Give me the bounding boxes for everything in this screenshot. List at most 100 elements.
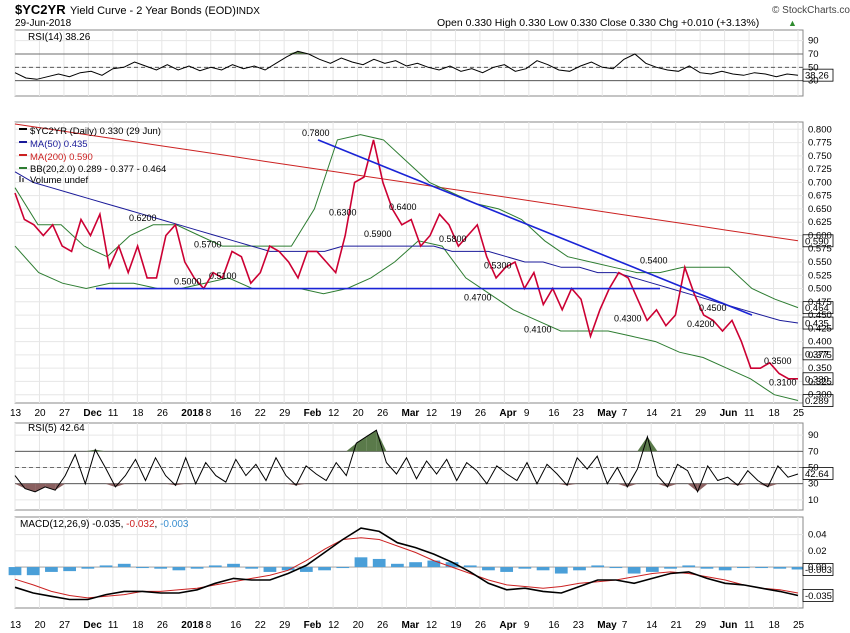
macd-x-tick-label: 7	[622, 620, 628, 631]
macd-histogram-bar	[554, 567, 568, 574]
bb-lower-line	[14, 240, 799, 401]
price-legend: $YC2YR (Daily) 0.330 (29 Jun) MA(50) 0.4…	[19, 126, 166, 186]
price-x-tick-label: 18	[132, 408, 144, 419]
price-tick-label: 0.400	[808, 337, 832, 348]
price-annotation: 0.5100	[209, 271, 237, 281]
copyright: © StockCharts.com	[772, 5, 850, 16]
macd-x-tick-label: 11	[108, 620, 119, 631]
legend-swatch-bb	[19, 167, 27, 169]
price-x-tick-label: Feb	[304, 408, 322, 419]
price-x-tick-label: Apr	[499, 408, 516, 419]
macd-tick-label: 0.02	[808, 546, 827, 557]
macd-histogram-bar	[45, 567, 58, 572]
macd-histogram-bar	[172, 567, 186, 571]
macd-value-tag-box	[802, 589, 834, 602]
price-x-tick-label: 26	[377, 408, 389, 419]
rsi-oversold-fill	[175, 483, 186, 486]
macd-x-tick-label: 21	[671, 620, 683, 631]
symbol: $YC2YR	[15, 2, 66, 17]
macd-x-tick-label: 20	[353, 620, 365, 631]
rsi-oversold-fill	[757, 483, 768, 487]
rsi-oversold-fill	[617, 483, 628, 487]
macd-histogram-bar	[354, 557, 368, 568]
price-annotation: 0.6400	[389, 202, 417, 212]
price-x-tick-label: 26	[157, 408, 169, 419]
macd-tick-label: 0.04	[808, 530, 827, 541]
macd-value-tag: -0.003	[805, 565, 832, 576]
price-annotation: 0.5400	[640, 255, 668, 265]
rsi14-tick-label: 50	[808, 62, 819, 73]
macd-histogram-bar	[409, 562, 422, 568]
rsi14-plot: 38.26	[14, 50, 834, 82]
macd-histogram-bar	[81, 567, 95, 569]
macd-x-tick-label: Apr	[499, 620, 516, 631]
price-value-tag-box	[802, 301, 834, 315]
ma200-line	[14, 123, 799, 242]
rsi-oversold-fill	[296, 483, 307, 486]
price-value-tag: 0.330	[805, 374, 829, 385]
macd-x-tick-label: 13	[10, 620, 22, 631]
rsi5-plot: 42.64	[14, 429, 834, 494]
rsi14-line	[14, 50, 799, 80]
rsi5-line	[14, 429, 799, 494]
rsi-oversold-fill	[567, 483, 578, 486]
price-x-tick-label: 25	[793, 408, 805, 419]
macd-histogram-bar	[482, 567, 495, 571]
macd-x-tick-label: 29	[695, 620, 707, 631]
macd-x-tick-label: 26	[475, 620, 487, 631]
macd-histogram-bar	[736, 567, 750, 569]
rsi-oversold-fill	[727, 483, 738, 486]
macd-histogram-bar	[718, 567, 732, 571]
price-x-tick-label: 16	[230, 408, 242, 419]
macd-x-tick-label: 18	[769, 620, 781, 631]
macd-histogram-bar	[645, 567, 659, 572]
macd-x-tick-label: 26	[157, 620, 169, 631]
macd-histogram-bar	[573, 567, 586, 571]
price-value-tag-box	[802, 347, 834, 361]
macd-histogram-bar	[427, 560, 441, 568]
macd-histogram-bar	[26, 567, 40, 576]
macd-value-tag-box	[802, 563, 834, 576]
price-value-tag-box	[802, 316, 834, 330]
price-annotation: 0.6200	[129, 213, 157, 223]
macd-line	[14, 527, 799, 601]
macd-legend-hist: -0.003	[160, 519, 189, 530]
price-tick-label: 0.800	[808, 124, 832, 135]
macd-histogram-bar	[190, 567, 204, 569]
price-x-tick-label: 11	[108, 408, 119, 419]
price-annotation: 0.5000	[174, 277, 202, 287]
price-tick-label: 0.600	[808, 230, 832, 241]
bb-upper-line	[14, 134, 799, 309]
price-annotation: 0.4200	[687, 319, 715, 329]
macd-histogram-bar	[518, 567, 532, 569]
macd-x-tick-label: 16	[548, 620, 560, 631]
rsi14-legend: RSI(14) 38.26	[28, 32, 91, 43]
macd-legend-signal: -0.032	[126, 519, 155, 530]
macd-histogram-bar	[136, 567, 149, 569]
quote-line: Open 0.330 High 0.330 Low 0.330 Close 0.…	[437, 17, 759, 29]
rsi14-value-tag-box	[802, 68, 834, 82]
price-x-tick-label: 21	[671, 408, 683, 419]
exchange-label: INDX	[236, 6, 260, 17]
price-x-tick-label: 20	[353, 408, 365, 419]
chart-title: Yield Curve - 2 Year Bonds (EOD)	[70, 5, 236, 17]
price-value-tag-box	[802, 394, 834, 407]
price-tick-label: 0.300	[808, 390, 832, 401]
price-value-tag: 0.464	[805, 303, 829, 314]
macd-plot: -0.003 -0.035	[8, 527, 834, 602]
rsi-oversold-fill	[25, 483, 36, 492]
rsi-oversold-fill	[286, 483, 297, 486]
macd-legend: MACD(12,26,9) -0.035, -0.032, -0.003	[20, 519, 189, 530]
rsi-overbought-fill	[286, 51, 298, 54]
macd-x-tick-label: 26	[377, 620, 389, 631]
resistance-line	[317, 139, 753, 316]
macd-histogram-bar	[154, 567, 168, 569]
macd-histogram-bar	[336, 567, 350, 569]
macd-histogram-bar	[591, 565, 605, 568]
macd-x-tick-label: 23	[573, 620, 585, 631]
rsi-overbought-fill	[346, 443, 357, 452]
price-x-tick-label: 7	[622, 408, 628, 419]
rsi-overbought-fill	[356, 436, 367, 452]
rsi14-tick-label: 90	[808, 36, 819, 47]
rsi14-tick-label: 70	[808, 49, 819, 60]
